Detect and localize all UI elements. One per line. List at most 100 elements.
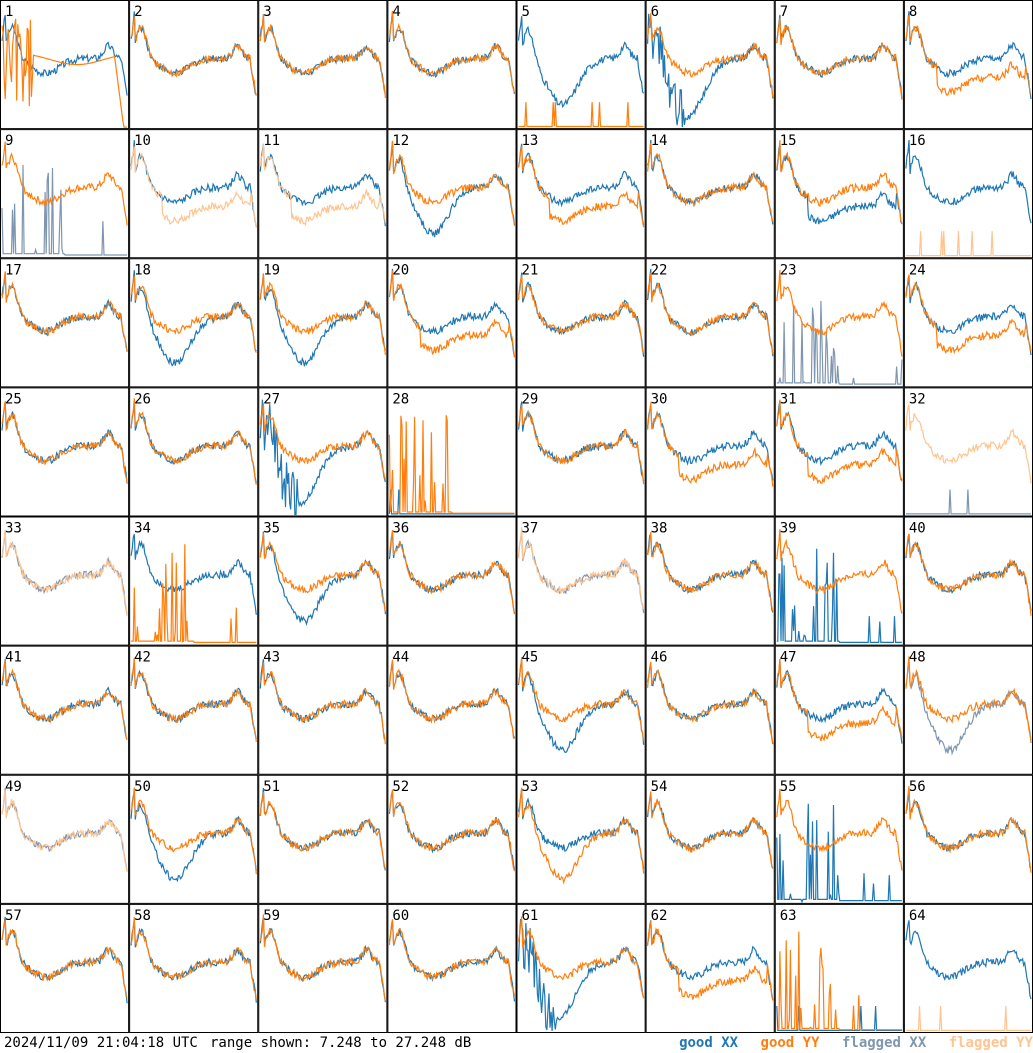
tile-label: 23 (780, 262, 797, 278)
tile-17: 17 (0, 258, 130, 388)
tile-16: 16 (903, 129, 1033, 259)
series-yy-61 (517, 916, 645, 999)
series-yy-57 (1, 919, 128, 998)
tile-27: 27 (258, 387, 388, 517)
series-yy-64 (905, 1005, 1031, 1031)
legend-good-xx: good XX (679, 1035, 739, 1051)
series-yy-7 (776, 17, 903, 100)
tile-label: 49 (5, 779, 22, 795)
tile-label: 48 (909, 650, 926, 666)
tile-label: 26 (134, 391, 151, 407)
series-yy-54 (647, 791, 774, 869)
tile-63: 63 (774, 903, 904, 1033)
series-yy-8 (905, 15, 1032, 96)
tile-39: 39 (774, 516, 904, 646)
tile-label: 2 (134, 4, 142, 20)
tile-31: 31 (774, 387, 904, 517)
series-yy-30 (647, 402, 774, 487)
tile-border (387, 387, 517, 517)
tile-border (0, 258, 130, 388)
tile-border (516, 0, 646, 130)
tile-45: 45 (516, 645, 646, 775)
tile-label: 3 (263, 4, 271, 20)
tile-border (387, 129, 517, 259)
tile-border (516, 645, 646, 775)
tile-label: 37 (522, 521, 539, 537)
tile-border (0, 903, 130, 1033)
series-yy-47 (776, 659, 903, 742)
series-xx-18 (130, 270, 257, 367)
series-xx-12 (388, 141, 516, 238)
series-yy-6 (647, 13, 774, 98)
series-yy-43 (259, 662, 386, 745)
tile-border (387, 258, 517, 388)
tile-border (0, 774, 130, 904)
tile-border (774, 516, 904, 646)
series-xx-36 (388, 533, 516, 614)
tile-3: 3 (258, 0, 388, 130)
tile-label: 41 (5, 650, 22, 666)
tile-label: 33 (5, 521, 22, 537)
tile-60: 60 (387, 903, 517, 1033)
tile-label: 9 (5, 133, 13, 149)
tile-52: 52 (387, 774, 517, 904)
series-yy-17 (1, 271, 128, 351)
tile-label: 63 (780, 908, 797, 924)
tile-label: 56 (909, 779, 926, 795)
tile-border (0, 387, 130, 517)
tile-label: 12 (392, 133, 409, 149)
tile-border (645, 645, 775, 775)
series-yy-39 (776, 529, 903, 614)
series-yy-28 (388, 415, 515, 514)
tile-border (129, 129, 259, 259)
series-xx-52 (388, 791, 516, 870)
series-yy-48 (905, 656, 1032, 741)
tile-58: 58 (129, 903, 259, 1033)
tile-2: 2 (129, 0, 259, 130)
tile-label: 21 (522, 262, 539, 278)
tile-5: 5 (516, 0, 646, 130)
series-yy-4 (388, 11, 516, 93)
series-yy-45 (517, 656, 645, 742)
series-xx-58 (130, 920, 257, 1003)
tile-label: 50 (134, 779, 151, 795)
tile-border (0, 645, 130, 775)
tile-border (258, 903, 388, 1033)
tile-border (774, 387, 904, 517)
tile-4: 4 (387, 0, 517, 130)
tile-border (258, 258, 388, 388)
tile-label: 57 (5, 908, 22, 924)
legend-flagged-xx: flagged XX (841, 1035, 927, 1051)
tile-19: 19 (258, 258, 388, 388)
series-xx-40 (905, 533, 1032, 612)
tile-35: 35 (258, 516, 388, 646)
series-yy-55 (776, 788, 903, 871)
tile-30: 30 (645, 387, 775, 517)
tile-7: 7 (774, 0, 904, 130)
tile-label: 46 (651, 650, 668, 666)
series-xx-61 (517, 919, 645, 1032)
tile-label: 1 (5, 4, 13, 20)
tile-border (258, 129, 388, 259)
tile-label: 44 (392, 650, 409, 666)
tile-border (0, 129, 130, 259)
tile-53: 53 (516, 774, 646, 904)
tile-9: 9 (0, 129, 130, 259)
series-yy-15 (776, 140, 903, 225)
tile-border (387, 774, 517, 904)
tile-border (516, 516, 646, 646)
tile-border (129, 0, 259, 130)
tile-50: 50 (129, 774, 259, 904)
series-yy-36 (388, 530, 516, 615)
series-yy-20 (388, 270, 516, 358)
series-yy-35 (259, 532, 386, 612)
series-xx-64 (905, 920, 1032, 1000)
tile-border (0, 0, 130, 130)
legend-good-yy: good YY (760, 1035, 820, 1051)
tile-border (258, 0, 388, 130)
series-xx-9 (1, 164, 128, 256)
series-yy-29 (517, 404, 645, 485)
tile-label: 14 (651, 133, 668, 149)
tile-29: 29 (516, 387, 646, 517)
tile-border (258, 387, 388, 517)
